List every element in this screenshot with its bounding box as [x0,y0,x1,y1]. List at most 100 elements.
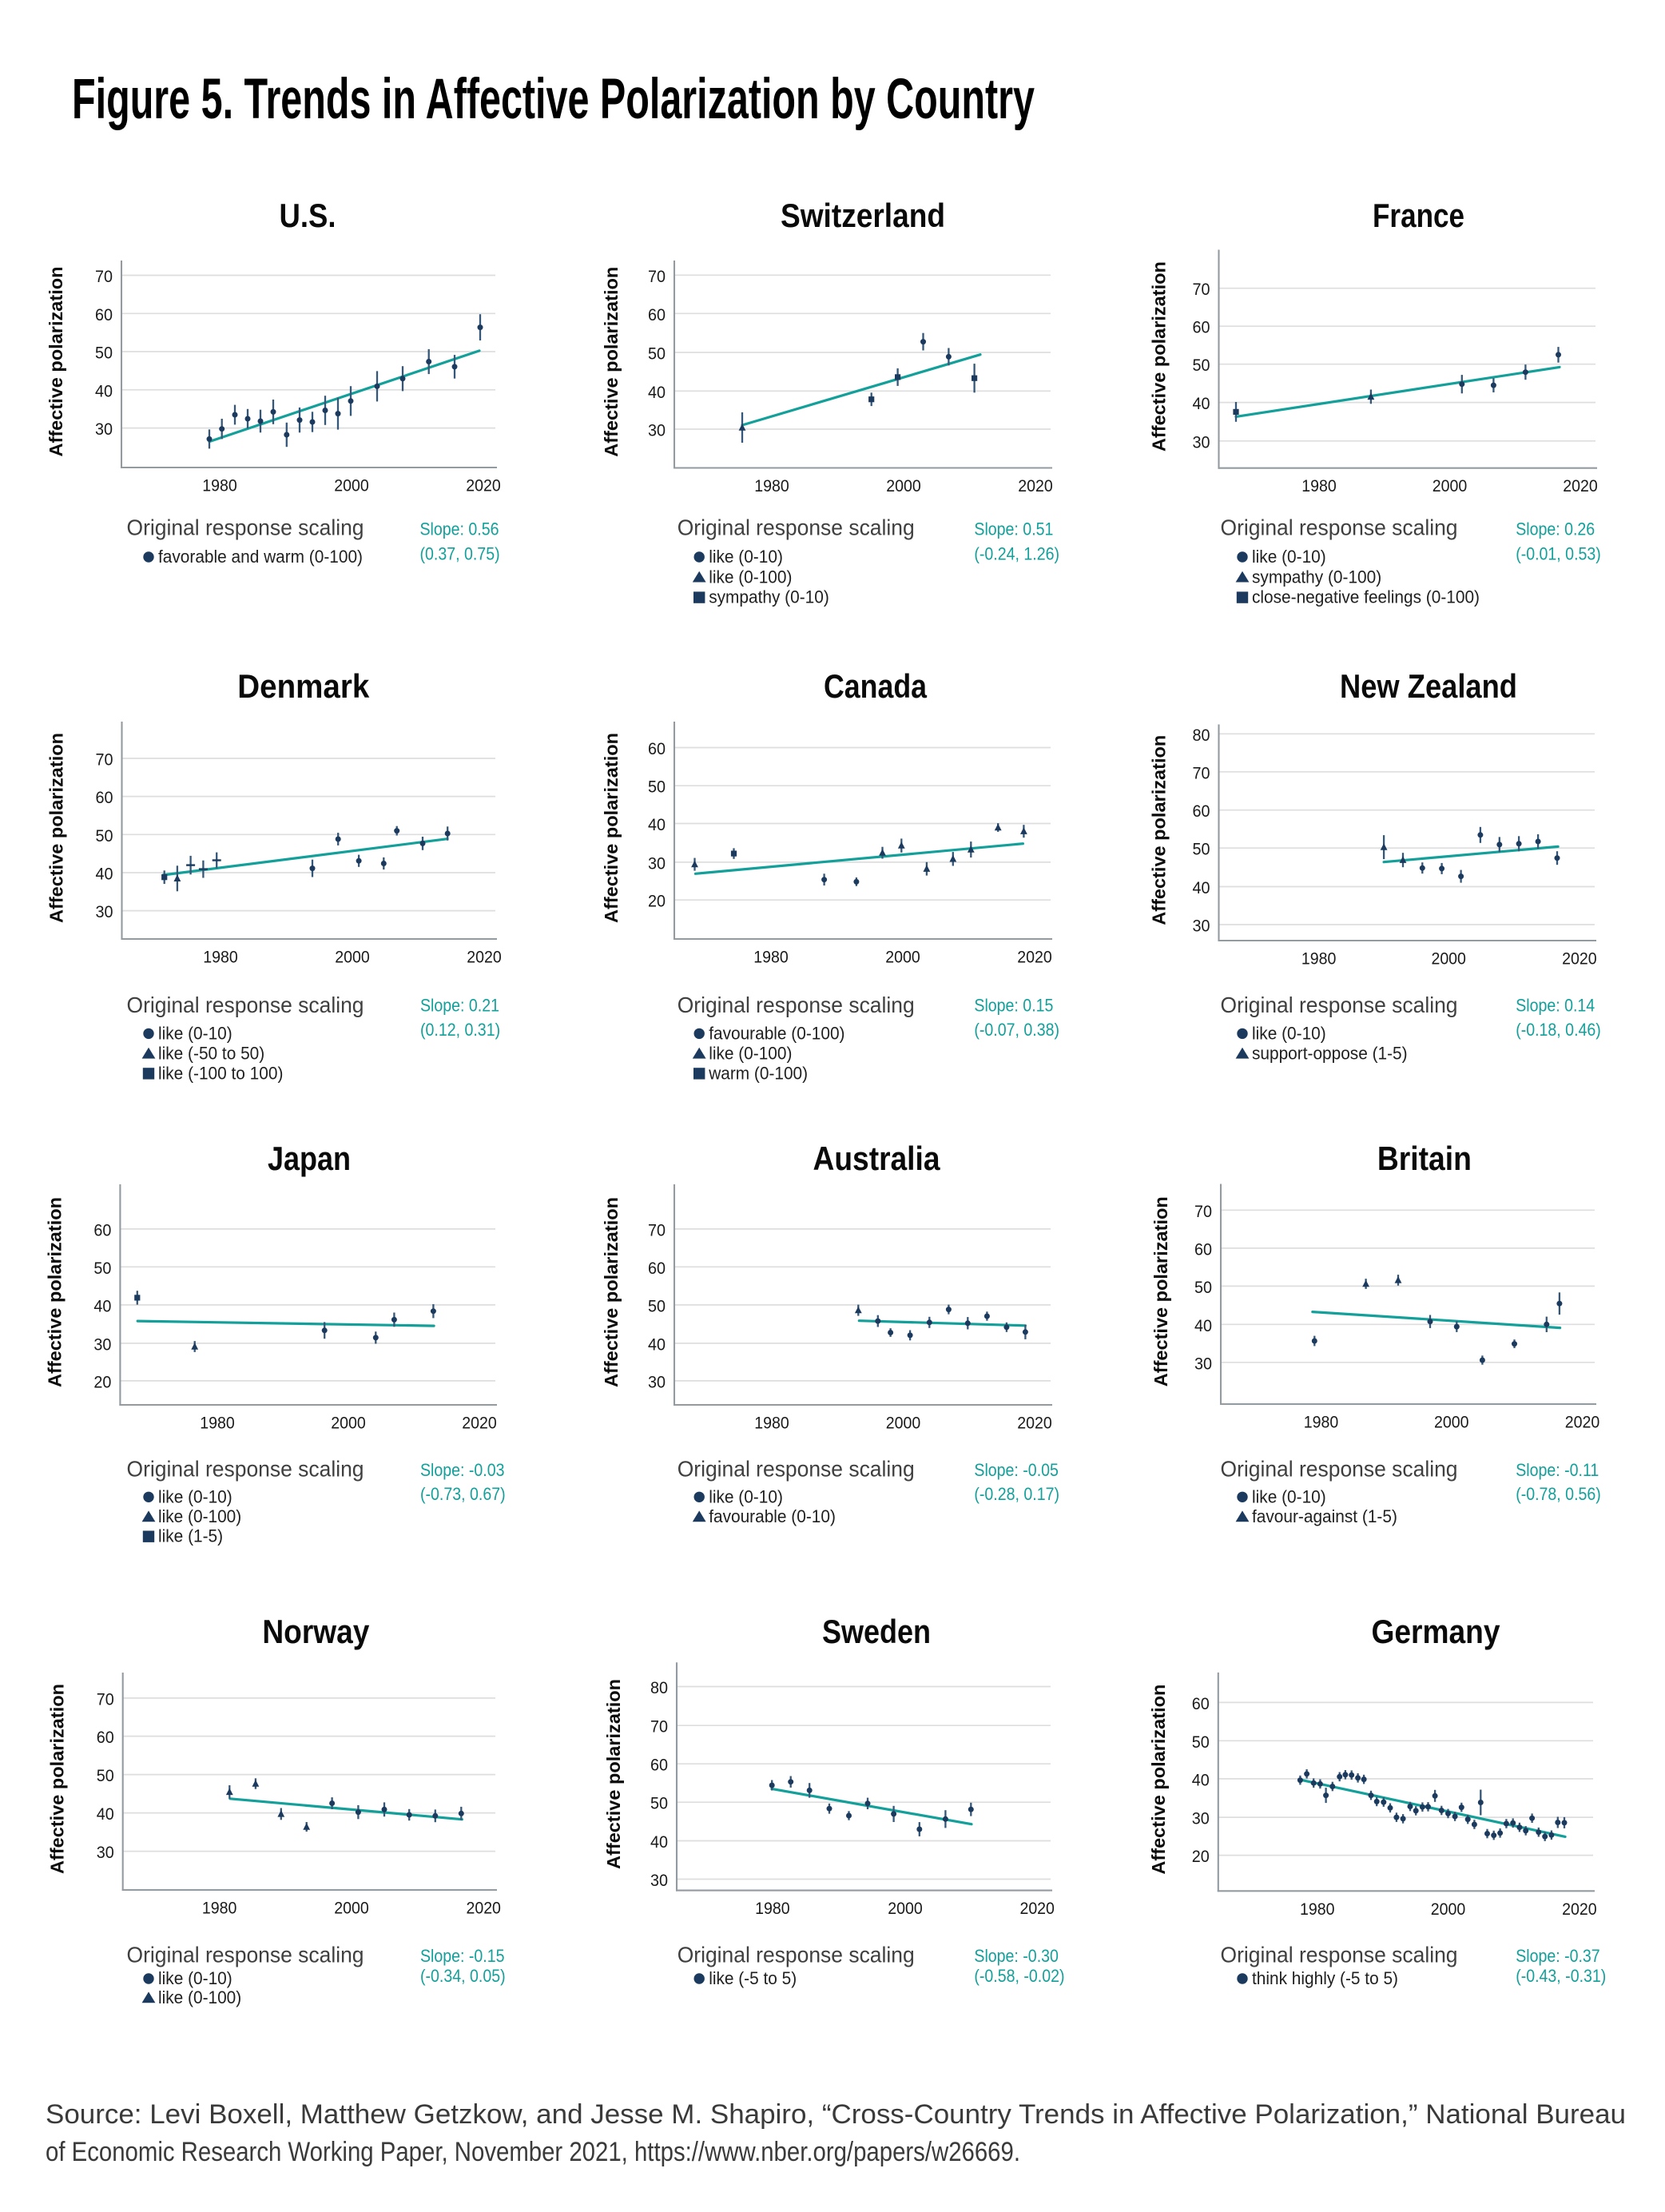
svg-text:2020: 2020 [466,1900,501,1918]
svg-text:40: 40 [1193,879,1210,897]
svg-text:Affective polarization: Affective polarization [1149,735,1170,925]
svg-text:60: 60 [648,306,666,324]
svg-text:2020: 2020 [1563,477,1598,495]
svg-text:1980: 1980 [1301,950,1337,969]
svg-text:2000: 2000 [1434,1414,1469,1432]
svg-text:80: 80 [1193,726,1210,745]
svg-text:(-0.58, -0.02): (-0.58, -0.02) [974,1966,1064,1986]
svg-text:70: 70 [648,1221,666,1239]
svg-text:(-0.34, 0.05): (-0.34, 0.05) [420,1966,506,1986]
svg-text:50: 50 [1193,356,1210,375]
svg-text:(-0.18, 0.46): (-0.18, 0.46) [1516,1020,1601,1040]
svg-text:1980: 1980 [200,1414,235,1433]
svg-text:30: 30 [1193,917,1210,936]
svg-text:60: 60 [1193,802,1210,821]
svg-text:70: 70 [1194,1203,1212,1221]
svg-text:Japan: Japan [268,1140,351,1177]
svg-text:favour-against (1-5): favour-against (1-5) [1252,1506,1397,1526]
svg-text:Slope: 0.15: Slope: 0.15 [974,996,1053,1016]
svg-text:50: 50 [97,1767,114,1785]
svg-text:of Economic Research Working P: of Economic Research Working Paper, Nove… [46,2137,1020,2167]
svg-text:2020: 2020 [1565,1414,1600,1432]
svg-text:40: 40 [95,382,113,400]
svg-text:Affective polarization: Affective polarization [1150,1196,1171,1386]
svg-text:2020: 2020 [466,477,501,495]
svg-text:(0.37, 0.75): (0.37, 0.75) [420,543,500,563]
svg-text:Slope: 0.26: Slope: 0.26 [1516,519,1595,539]
svg-text:70: 70 [1193,764,1210,782]
svg-text:Original response scaling: Original response scaling [127,993,364,1017]
svg-text:1980: 1980 [754,1414,789,1433]
svg-text:70: 70 [1193,280,1210,299]
svg-text:2000: 2000 [886,477,921,495]
svg-text:30: 30 [1193,433,1210,452]
svg-text:like (0-10): like (0-10) [709,547,783,567]
svg-text:Affective polarization: Affective polarization [1148,1685,1169,1875]
svg-text:50: 50 [1194,1279,1212,1297]
svg-text:40: 40 [650,1833,668,1852]
svg-text:like (-5 to 5): like (-5 to 5) [709,1968,797,1988]
svg-text:60: 60 [1192,1695,1210,1713]
svg-text:50: 50 [1193,841,1210,859]
svg-text:60: 60 [650,1756,668,1775]
svg-text:2020: 2020 [1562,1900,1597,1919]
svg-text:40: 40 [648,1335,666,1354]
svg-text:Slope: -0.05: Slope: -0.05 [974,1460,1059,1480]
svg-text:Slope: 0.14: Slope: 0.14 [1516,996,1595,1016]
svg-text:60: 60 [96,789,113,807]
svg-text:2000: 2000 [885,949,920,967]
svg-text:like (0-10): like (0-10) [709,1486,783,1506]
svg-text:2020: 2020 [467,949,502,967]
svg-text:France: France [1373,197,1464,234]
svg-text:20: 20 [93,1373,111,1391]
svg-text:like (-100 to 100): like (-100 to 100) [158,1063,283,1083]
svg-text:like (0-10): like (0-10) [1252,1486,1326,1506]
svg-text:2020: 2020 [462,1414,497,1433]
svg-text:2000: 2000 [888,1900,923,1918]
svg-text:2000: 2000 [334,1900,369,1918]
svg-text:2000: 2000 [334,477,369,495]
svg-text:support-oppose (1-5): support-oppose (1-5) [1252,1043,1408,1063]
svg-text:Slope: 0.56: Slope: 0.56 [420,519,499,539]
svg-text:Original response scaling: Original response scaling [678,1942,915,1967]
svg-text:Slope: -0.03: Slope: -0.03 [420,1460,505,1480]
svg-text:Figure 5. Trends in Affective: Figure 5. Trends in Affective Polarizati… [72,68,1035,131]
svg-text:like (0-10): like (0-10) [1252,547,1326,567]
svg-text:60: 60 [93,1221,111,1239]
svg-text:40: 40 [97,1805,114,1824]
svg-text:40: 40 [1193,395,1210,413]
svg-text:2020: 2020 [1018,477,1053,495]
svg-text:like (0-100): like (0-100) [158,1506,241,1526]
svg-text:like (0-10): like (0-10) [158,1968,232,1988]
svg-text:1980: 1980 [754,477,789,495]
svg-text:50: 50 [93,1259,111,1278]
svg-text:50: 50 [95,344,113,363]
svg-text:Affective polarization: Affective polarization [601,267,622,457]
svg-text:sympathy (0-10): sympathy (0-10) [709,587,829,607]
svg-text:favorable and warm (0-100): favorable and warm (0-100) [158,547,363,567]
svg-text:2000: 2000 [335,949,370,967]
svg-text:Original response scaling: Original response scaling [1221,1457,1458,1482]
svg-text:70: 70 [97,1690,114,1709]
svg-text:50: 50 [648,345,666,364]
svg-text:Slope: -0.37: Slope: -0.37 [1516,1946,1600,1966]
svg-text:favourable (0-100): favourable (0-100) [709,1023,844,1043]
svg-text:Original response scaling: Original response scaling [127,1457,364,1482]
svg-text:Affective polarization: Affective polarization [44,1197,65,1387]
svg-text:40: 40 [648,384,666,402]
svg-text:Germany: Germany [1372,1613,1501,1650]
svg-text:60: 60 [95,306,113,324]
svg-text:like (0-100): like (0-100) [709,567,792,587]
svg-text:60: 60 [1194,1240,1212,1259]
svg-text:60: 60 [97,1729,114,1747]
svg-text:70: 70 [95,268,113,286]
svg-text:1980: 1980 [1301,477,1337,495]
svg-text:50: 50 [648,1297,666,1315]
svg-text:warm (0-100): warm (0-100) [708,1063,808,1083]
svg-text:60: 60 [1193,319,1210,337]
svg-text:Slope: -0.11: Slope: -0.11 [1516,1460,1599,1480]
svg-text:Affective polarization: Affective polarization [46,733,67,923]
svg-text:1980: 1980 [202,477,237,495]
svg-text:2000: 2000 [1431,950,1466,969]
svg-text:2000: 2000 [1431,1900,1466,1919]
